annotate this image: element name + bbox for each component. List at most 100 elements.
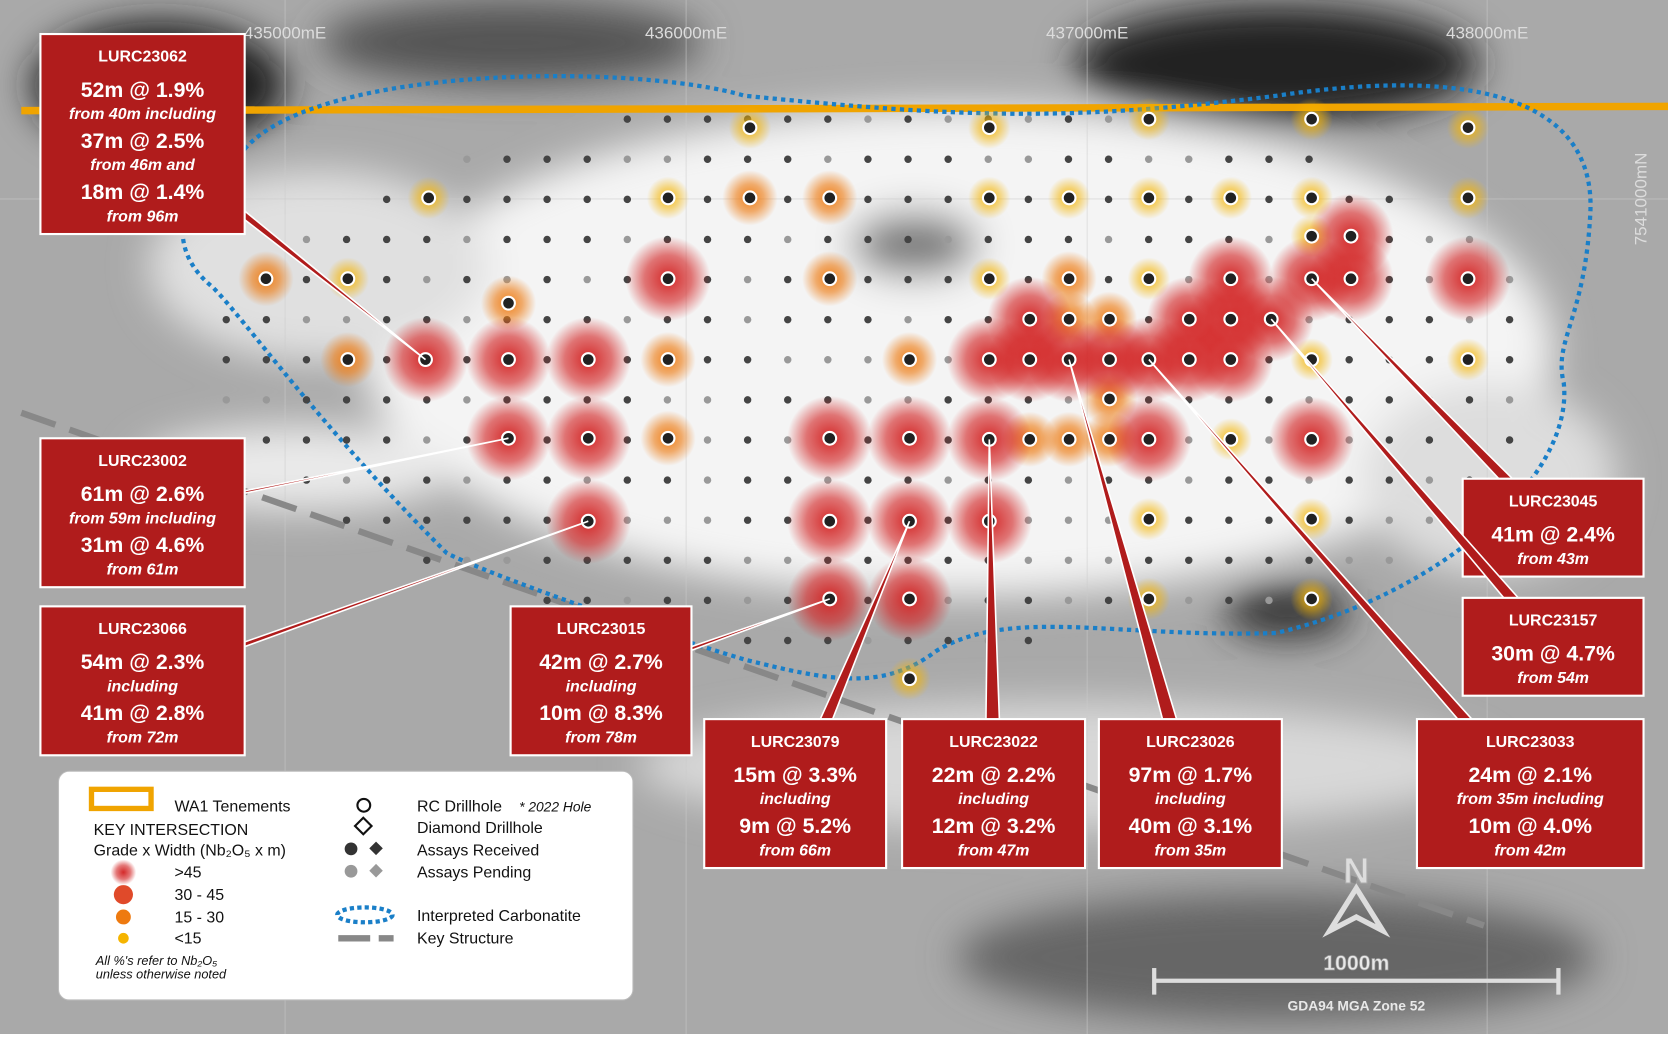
drillhole (1265, 196, 1272, 203)
drillhole (704, 436, 711, 443)
drillhole (303, 236, 310, 243)
drillhole (1025, 637, 1032, 644)
drillhole (784, 637, 791, 644)
drillhole (1224, 353, 1237, 366)
drillhole (383, 276, 390, 283)
drillhole (1345, 476, 1352, 483)
drillhole (744, 356, 751, 363)
drillhole (1185, 557, 1192, 564)
drillhole (1063, 313, 1076, 326)
callout-id: LURC23079 (751, 734, 840, 751)
callout-intercept: 52m @ 1.9% (81, 78, 205, 102)
drillhole (263, 436, 270, 443)
drillhole (1105, 557, 1112, 564)
drillhole (1065, 516, 1072, 523)
drillhole (744, 557, 751, 564)
drillhole (784, 476, 791, 483)
drillhole (744, 121, 757, 134)
drillhole (1023, 433, 1036, 446)
grid-label: 437000mE (1046, 23, 1128, 42)
drillhole (904, 156, 911, 163)
drillhole (1103, 393, 1116, 406)
drillhole (823, 272, 836, 285)
drillhole (1065, 115, 1072, 122)
callout-detail: from 46m and (90, 157, 195, 174)
drillhole (624, 196, 631, 203)
drillhole (1426, 516, 1433, 523)
drillhole (784, 196, 791, 203)
drillhole (463, 276, 470, 283)
callout-detail: from 35m (1154, 842, 1226, 859)
drillhole (343, 476, 350, 483)
drillhole (1225, 557, 1232, 564)
drillhole (1105, 156, 1112, 163)
drillhole (664, 557, 671, 564)
callout-detail: from 78m (565, 730, 637, 747)
drillhole (1305, 433, 1318, 446)
legend-label: * 2022 Hole (519, 799, 592, 815)
drillhole (1305, 513, 1318, 526)
callout-detail: from 35m including (1457, 791, 1604, 808)
drillhole (503, 156, 510, 163)
drillhole (1265, 476, 1272, 483)
callout-intercept: 41m @ 2.8% (81, 701, 205, 725)
drillhole (904, 276, 911, 283)
drillhole (1462, 353, 1475, 366)
callout-detail: including (760, 791, 831, 808)
drillhole (543, 316, 550, 323)
drillhole (1183, 353, 1196, 366)
drillhole (904, 316, 911, 323)
drillhole (1025, 597, 1032, 604)
drillhole (784, 396, 791, 403)
drillhole (383, 316, 390, 323)
drillhole (704, 557, 711, 564)
drillhole (303, 316, 310, 323)
drillhole (463, 156, 470, 163)
callout-detail: including (958, 791, 1029, 808)
legend-label: Assays Pending (417, 865, 531, 882)
drillhole (341, 353, 354, 366)
drillhole (944, 476, 951, 483)
drillhole (1025, 156, 1032, 163)
drillhole (1063, 191, 1076, 204)
drillhole (543, 156, 550, 163)
drillhole (543, 597, 550, 604)
drillhole (904, 196, 911, 203)
callout-detail: from 72m (107, 730, 179, 747)
drillhole (704, 236, 711, 243)
callout-detail: from 96m (107, 208, 179, 225)
callout-detail: from 42m (1494, 842, 1566, 859)
drillhole (543, 557, 550, 564)
drillhole (903, 432, 916, 445)
callout-intercept: 10m @ 8.3% (539, 701, 663, 725)
drillhole (1145, 156, 1152, 163)
drillhole (583, 597, 590, 604)
drillhole (1105, 597, 1112, 604)
callout-detail: from 59m including (69, 510, 216, 527)
drillhole (1386, 516, 1393, 523)
drillhole (744, 637, 751, 644)
drillhole (944, 115, 951, 122)
drillhole (502, 353, 515, 366)
drillhole (662, 272, 675, 285)
drillhole (1345, 356, 1352, 363)
drillhole (662, 353, 675, 366)
drillhole (1345, 516, 1352, 523)
callout-detail: from 54m (1517, 670, 1589, 687)
drillhole (1225, 476, 1232, 483)
drillhole (1506, 436, 1513, 443)
drillhole (543, 396, 550, 403)
drillhole (1386, 436, 1393, 443)
drillhole (583, 236, 590, 243)
drillhole (704, 196, 711, 203)
callout-detail: including (566, 678, 637, 695)
drillhole (864, 316, 871, 323)
drillhole (1426, 316, 1433, 323)
callout-intercept: 31m @ 4.6% (81, 533, 205, 557)
legend-label: Assays Received (417, 842, 539, 859)
drillhole (503, 516, 510, 523)
callout-intercept: 30m @ 4.7% (1491, 642, 1615, 666)
drillhole (503, 557, 510, 564)
drillhole (383, 196, 390, 203)
drillhole (343, 396, 350, 403)
